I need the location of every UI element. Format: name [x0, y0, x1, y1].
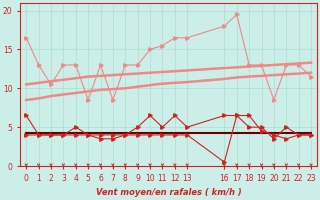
X-axis label: Vent moyen/en rafales ( km/h ): Vent moyen/en rafales ( km/h ): [96, 188, 242, 197]
